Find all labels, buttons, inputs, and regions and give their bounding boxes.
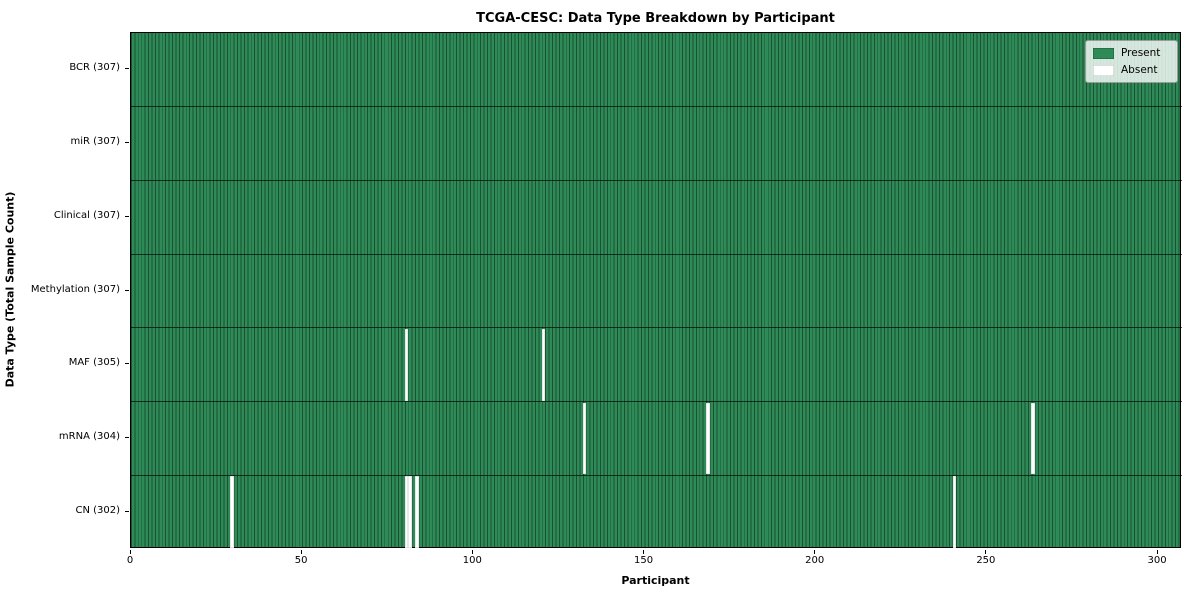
y-tick-mark	[124, 215, 129, 217]
absent-cell	[404, 328, 409, 401]
absent-cell	[1031, 402, 1035, 475]
x-tick-label: 50	[294, 555, 308, 566]
x-axis-label: Participant	[621, 574, 690, 587]
y-tick-mark	[124, 142, 129, 144]
y-tick-label: Methylation (307)	[30, 283, 120, 295]
y-tick-mark	[124, 436, 129, 438]
x-tick-label: 150	[633, 555, 654, 566]
y-tick-mark	[124, 289, 129, 291]
x-tick-mark	[985, 549, 987, 554]
x-tick-mark	[643, 549, 645, 554]
row-divider	[131, 179, 1182, 181]
legend-entry-present: Present	[1093, 47, 1169, 59]
x-tick-mark	[471, 549, 473, 554]
x-tick-mark	[129, 549, 131, 554]
x-tick-label: 200	[805, 555, 825, 566]
absent-cell	[230, 476, 234, 548]
row-divider	[131, 327, 1182, 329]
y-tick-label: Clinical (307)	[53, 209, 120, 221]
x-tick-mark	[1156, 549, 1158, 554]
legend: Present Absent	[1085, 40, 1178, 83]
y-tick-mark	[124, 363, 129, 365]
absent-cell	[706, 402, 710, 475]
y-tick-label: BCR (307)	[69, 62, 120, 74]
legend-swatch-absent-icon	[1093, 64, 1114, 76]
absent-cell	[541, 328, 546, 401]
y-tick-label: miR (307)	[70, 136, 120, 148]
legend-label-absent: Absent	[1121, 64, 1158, 76]
row-divider	[131, 474, 1182, 476]
y-tick-mark	[124, 510, 129, 512]
x-tick-mark	[300, 549, 302, 554]
y-tick-mark	[124, 68, 129, 70]
x-tick-label: 300	[1147, 555, 1167, 566]
y-tick-label: CN (302)	[75, 504, 120, 516]
x-tick-label: 250	[976, 555, 996, 566]
heatmap-cells	[131, 33, 1182, 548]
legend-swatch-present-icon	[1093, 47, 1114, 59]
legend-label-present: Present	[1121, 47, 1161, 59]
absent-cell	[415, 476, 419, 548]
absent-cell	[582, 402, 587, 475]
row-divider	[131, 401, 1182, 403]
chart-title: TCGA-CESC: Data Type Breakdown by Partic…	[476, 11, 835, 26]
y-tick-label: MAF (305)	[68, 357, 120, 369]
x-tick-label: 100	[462, 555, 482, 566]
absent-cell	[408, 476, 412, 548]
plot-area	[130, 32, 1182, 548]
absent-cell	[952, 476, 957, 548]
x-tick-mark	[814, 549, 816, 554]
row-divider	[131, 253, 1182, 255]
absent-cell	[404, 476, 409, 548]
x-tick-label: 0	[126, 555, 134, 566]
y-tick-label: mRNA (304)	[58, 430, 120, 442]
legend-entry-absent: Absent	[1093, 64, 1169, 76]
row-divider	[131, 106, 1182, 108]
